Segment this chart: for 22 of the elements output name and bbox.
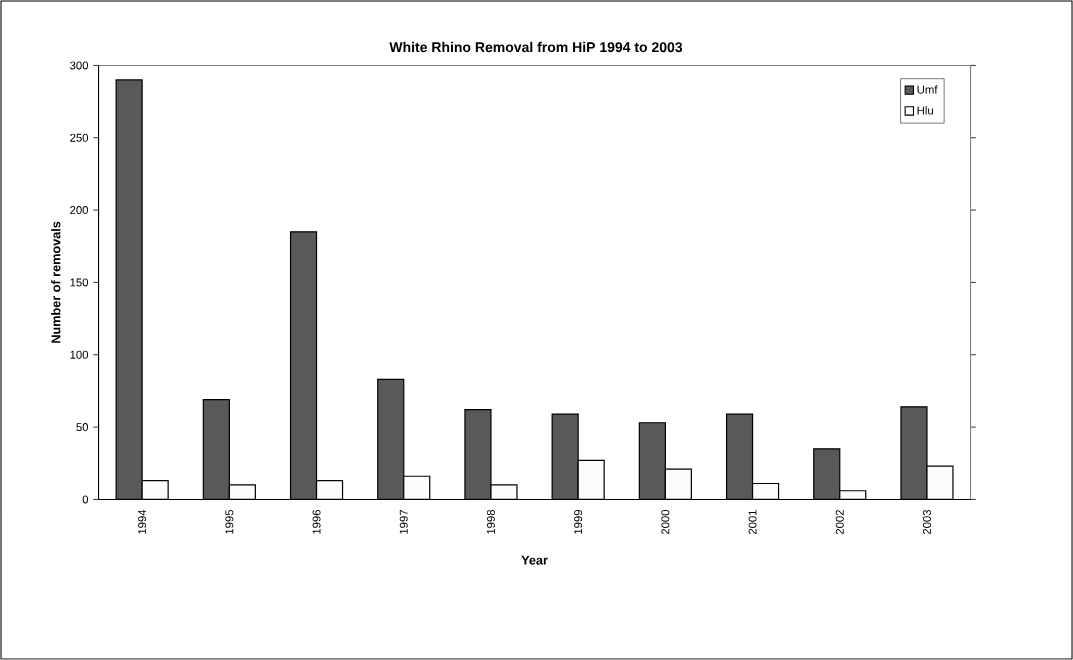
x-axis-title: Year [521, 555, 548, 565]
x-tick-label: 1998 [486, 509, 495, 534]
legend-label: Umf [917, 85, 938, 94]
x-tick-label: 2002 [835, 510, 844, 535]
y-tick-label: 150 [70, 278, 89, 287]
chart-title: White Rhino Removal from HiP 1994 to 2003 [389, 41, 683, 53]
y-tick-label: 0 [82, 495, 89, 504]
x-tick-label: 2003 [922, 509, 931, 535]
x-tick-label: 1997 [399, 510, 408, 534]
x-tick-label: 2000 [661, 509, 670, 535]
x-tick-label: 1994 [138, 509, 147, 534]
y-tick-label: 100 [70, 350, 89, 359]
y-axis-title: Number of removals [51, 221, 61, 343]
x-tick-label: 1995 [225, 509, 234, 534]
y-tick-label: 50 [76, 423, 89, 432]
legend-label: Hlu [917, 106, 933, 115]
y-tick-label: 250 [70, 133, 89, 142]
x-tick-label: 1999 [574, 510, 583, 534]
x-tick-label: 2001 [748, 510, 757, 535]
y-tick-label: 300 [70, 61, 89, 70]
y-tick-label: 200 [70, 206, 89, 215]
x-tick-label: 1996 [312, 509, 321, 534]
